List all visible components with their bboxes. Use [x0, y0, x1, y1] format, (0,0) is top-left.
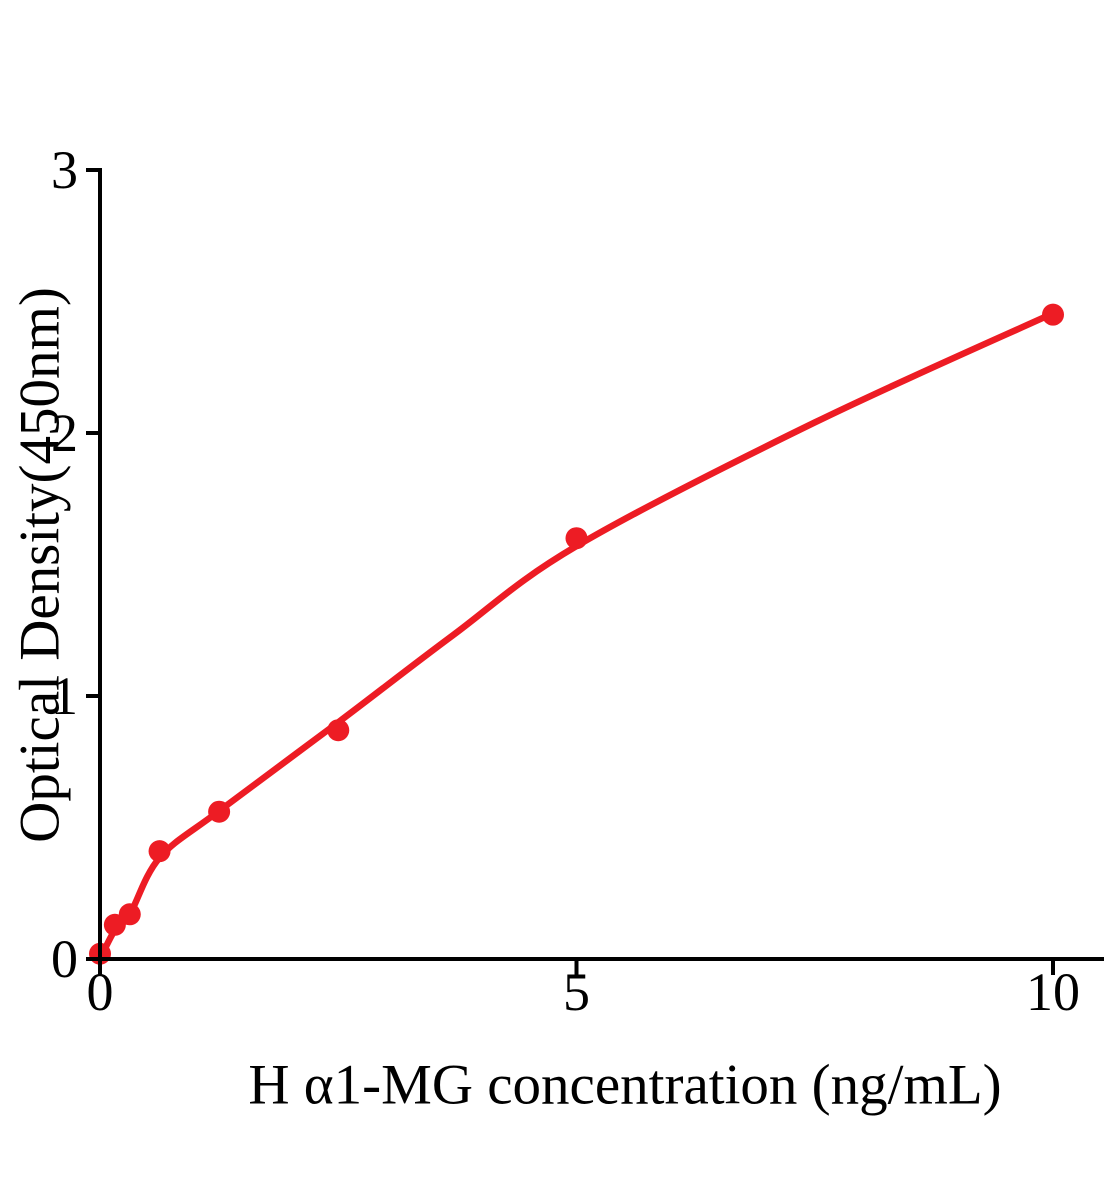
data-point [1042, 303, 1064, 326]
data-point [148, 840, 171, 863]
data-point [118, 903, 141, 926]
x-axis-title: H α1-MG concentration (ng/mL) [248, 1053, 1002, 1117]
y-tick-label: 2 [51, 403, 78, 463]
y-tick-label: 3 [51, 140, 78, 200]
data-point [327, 719, 350, 742]
y-tick-label: 0 [51, 929, 78, 989]
x-tick-label: 10 [1026, 962, 1080, 1022]
x-tick-label: 5 [563, 962, 590, 1022]
data-point [565, 527, 588, 550]
y-axis-title: Optical Density(450nm) [8, 287, 72, 843]
fit-curve [96, 310, 1057, 963]
x-tick-label: 0 [87, 962, 114, 1022]
y-tick-label: 1 [51, 666, 78, 726]
data-point [208, 800, 231, 823]
